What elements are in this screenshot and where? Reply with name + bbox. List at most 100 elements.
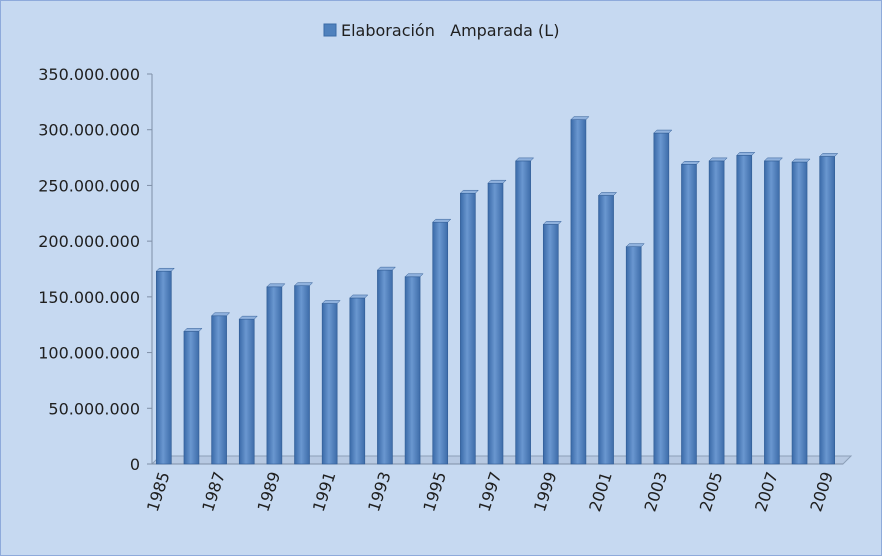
y-tick-label: 250.000.000 [38, 176, 140, 195]
bar-top [680, 161, 701, 165]
bar-top [708, 157, 728, 162]
bar-face [183, 331, 200, 465]
bar-top [763, 157, 784, 162]
bar-face [515, 160, 531, 465]
bar-1991 [321, 300, 341, 465]
bar-face [598, 195, 614, 465]
bar-face [432, 221, 449, 465]
x-tick-label: 1985 [143, 469, 174, 514]
bar-face [819, 156, 835, 465]
bar-top [736, 152, 756, 156]
bar-face [736, 155, 753, 465]
bar-1994 [404, 273, 424, 465]
bar-1986 [183, 328, 203, 465]
bar-face [349, 297, 366, 465]
bar-1990 [293, 282, 314, 465]
bar-1988 [238, 315, 258, 465]
bar-face [625, 246, 642, 465]
x-tick-label: 2005 [696, 469, 727, 514]
bar-1997 [487, 179, 507, 465]
x-tick-label: 2003 [640, 469, 671, 514]
bar-1985 [155, 267, 175, 465]
bar-1989 [266, 283, 286, 465]
y-tick-label: 200.000.000 [38, 232, 140, 251]
bar-face [266, 286, 283, 465]
bar-1999 [542, 221, 562, 465]
bar-face [764, 160, 780, 465]
bar-1996 [459, 189, 479, 465]
bar-face [570, 119, 587, 465]
y-tick-label: 50.000.000 [48, 399, 140, 418]
bar-2005 [708, 157, 728, 465]
y-tick-label: 150.000.000 [38, 288, 140, 307]
bar-2002 [625, 243, 645, 465]
y-axis-labels: 0 50.000.000 100.000.000 150.000.000 200.000… [38, 65, 140, 474]
bar-top [238, 315, 258, 320]
bar-top [155, 267, 175, 272]
x-tick-label: 1991 [309, 469, 340, 514]
bar-face [404, 276, 421, 465]
legend-swatch [323, 23, 337, 37]
y-tick-label: 100.000.000 [38, 344, 140, 363]
y-tick-label: 0 [130, 455, 140, 474]
bar-face [156, 270, 172, 465]
bar-1993 [376, 266, 397, 465]
bar-top [542, 221, 562, 225]
bar-1995 [432, 218, 452, 465]
x-tick-label: 1987 [198, 469, 229, 514]
x-tick-label: 2007 [751, 469, 782, 514]
bar-face [377, 269, 393, 465]
bar-top [404, 273, 424, 278]
bar-face [542, 224, 559, 465]
bar-top [819, 153, 839, 157]
legend-label: Elaboración Amparada (L) [341, 21, 559, 40]
x-axis-labels: 1985 1987 1989 1991 1993 1995 1997 1999 2001 2003… [143, 469, 837, 514]
bar-top [376, 266, 397, 271]
y-tick-label: 300.000.000 [38, 121, 140, 140]
bar-1987 [210, 312, 231, 465]
bar-face [294, 285, 310, 465]
bar-2009 [819, 153, 839, 465]
bar-top [653, 129, 673, 134]
bar-top [459, 189, 479, 194]
bar-2007 [763, 157, 784, 465]
bar-top [791, 158, 811, 163]
bar-top [432, 218, 452, 223]
bar-top [210, 312, 231, 317]
bar-2004 [680, 161, 701, 465]
bar-top [321, 300, 341, 304]
bar-face [791, 161, 808, 465]
x-tick-label: 1989 [254, 469, 285, 514]
bar-2000 [570, 116, 590, 465]
bar-top [515, 157, 535, 162]
bar-face [653, 132, 670, 465]
bar-2006 [736, 152, 756, 465]
bar-top [266, 283, 286, 288]
bar-top [487, 179, 507, 184]
bar-face [321, 303, 338, 465]
legend: Elaboración Amparada (L) [323, 21, 559, 40]
bar-2001 [597, 192, 618, 465]
x-tick-label: 1999 [530, 469, 561, 514]
bar-face [487, 182, 504, 465]
bar-2003 [653, 129, 673, 465]
bar-face [708, 160, 725, 465]
bar-top [293, 282, 314, 286]
x-tick-label: 1997 [475, 469, 506, 514]
x-tick-label: 1995 [419, 469, 450, 514]
x-tick-label: 2009 [806, 469, 837, 514]
bar-face [681, 163, 697, 465]
bar-top [597, 192, 618, 196]
bar-face [211, 315, 227, 465]
bar-face [238, 318, 255, 465]
bar-top [349, 294, 369, 299]
bar-top [625, 243, 645, 247]
bars [155, 116, 839, 465]
bar-top [570, 116, 590, 120]
bar-face [460, 192, 476, 465]
bar-1998 [515, 157, 535, 465]
bar-top [183, 328, 203, 332]
x-tick-label: 2001 [585, 469, 616, 514]
bar-1992 [349, 294, 369, 465]
